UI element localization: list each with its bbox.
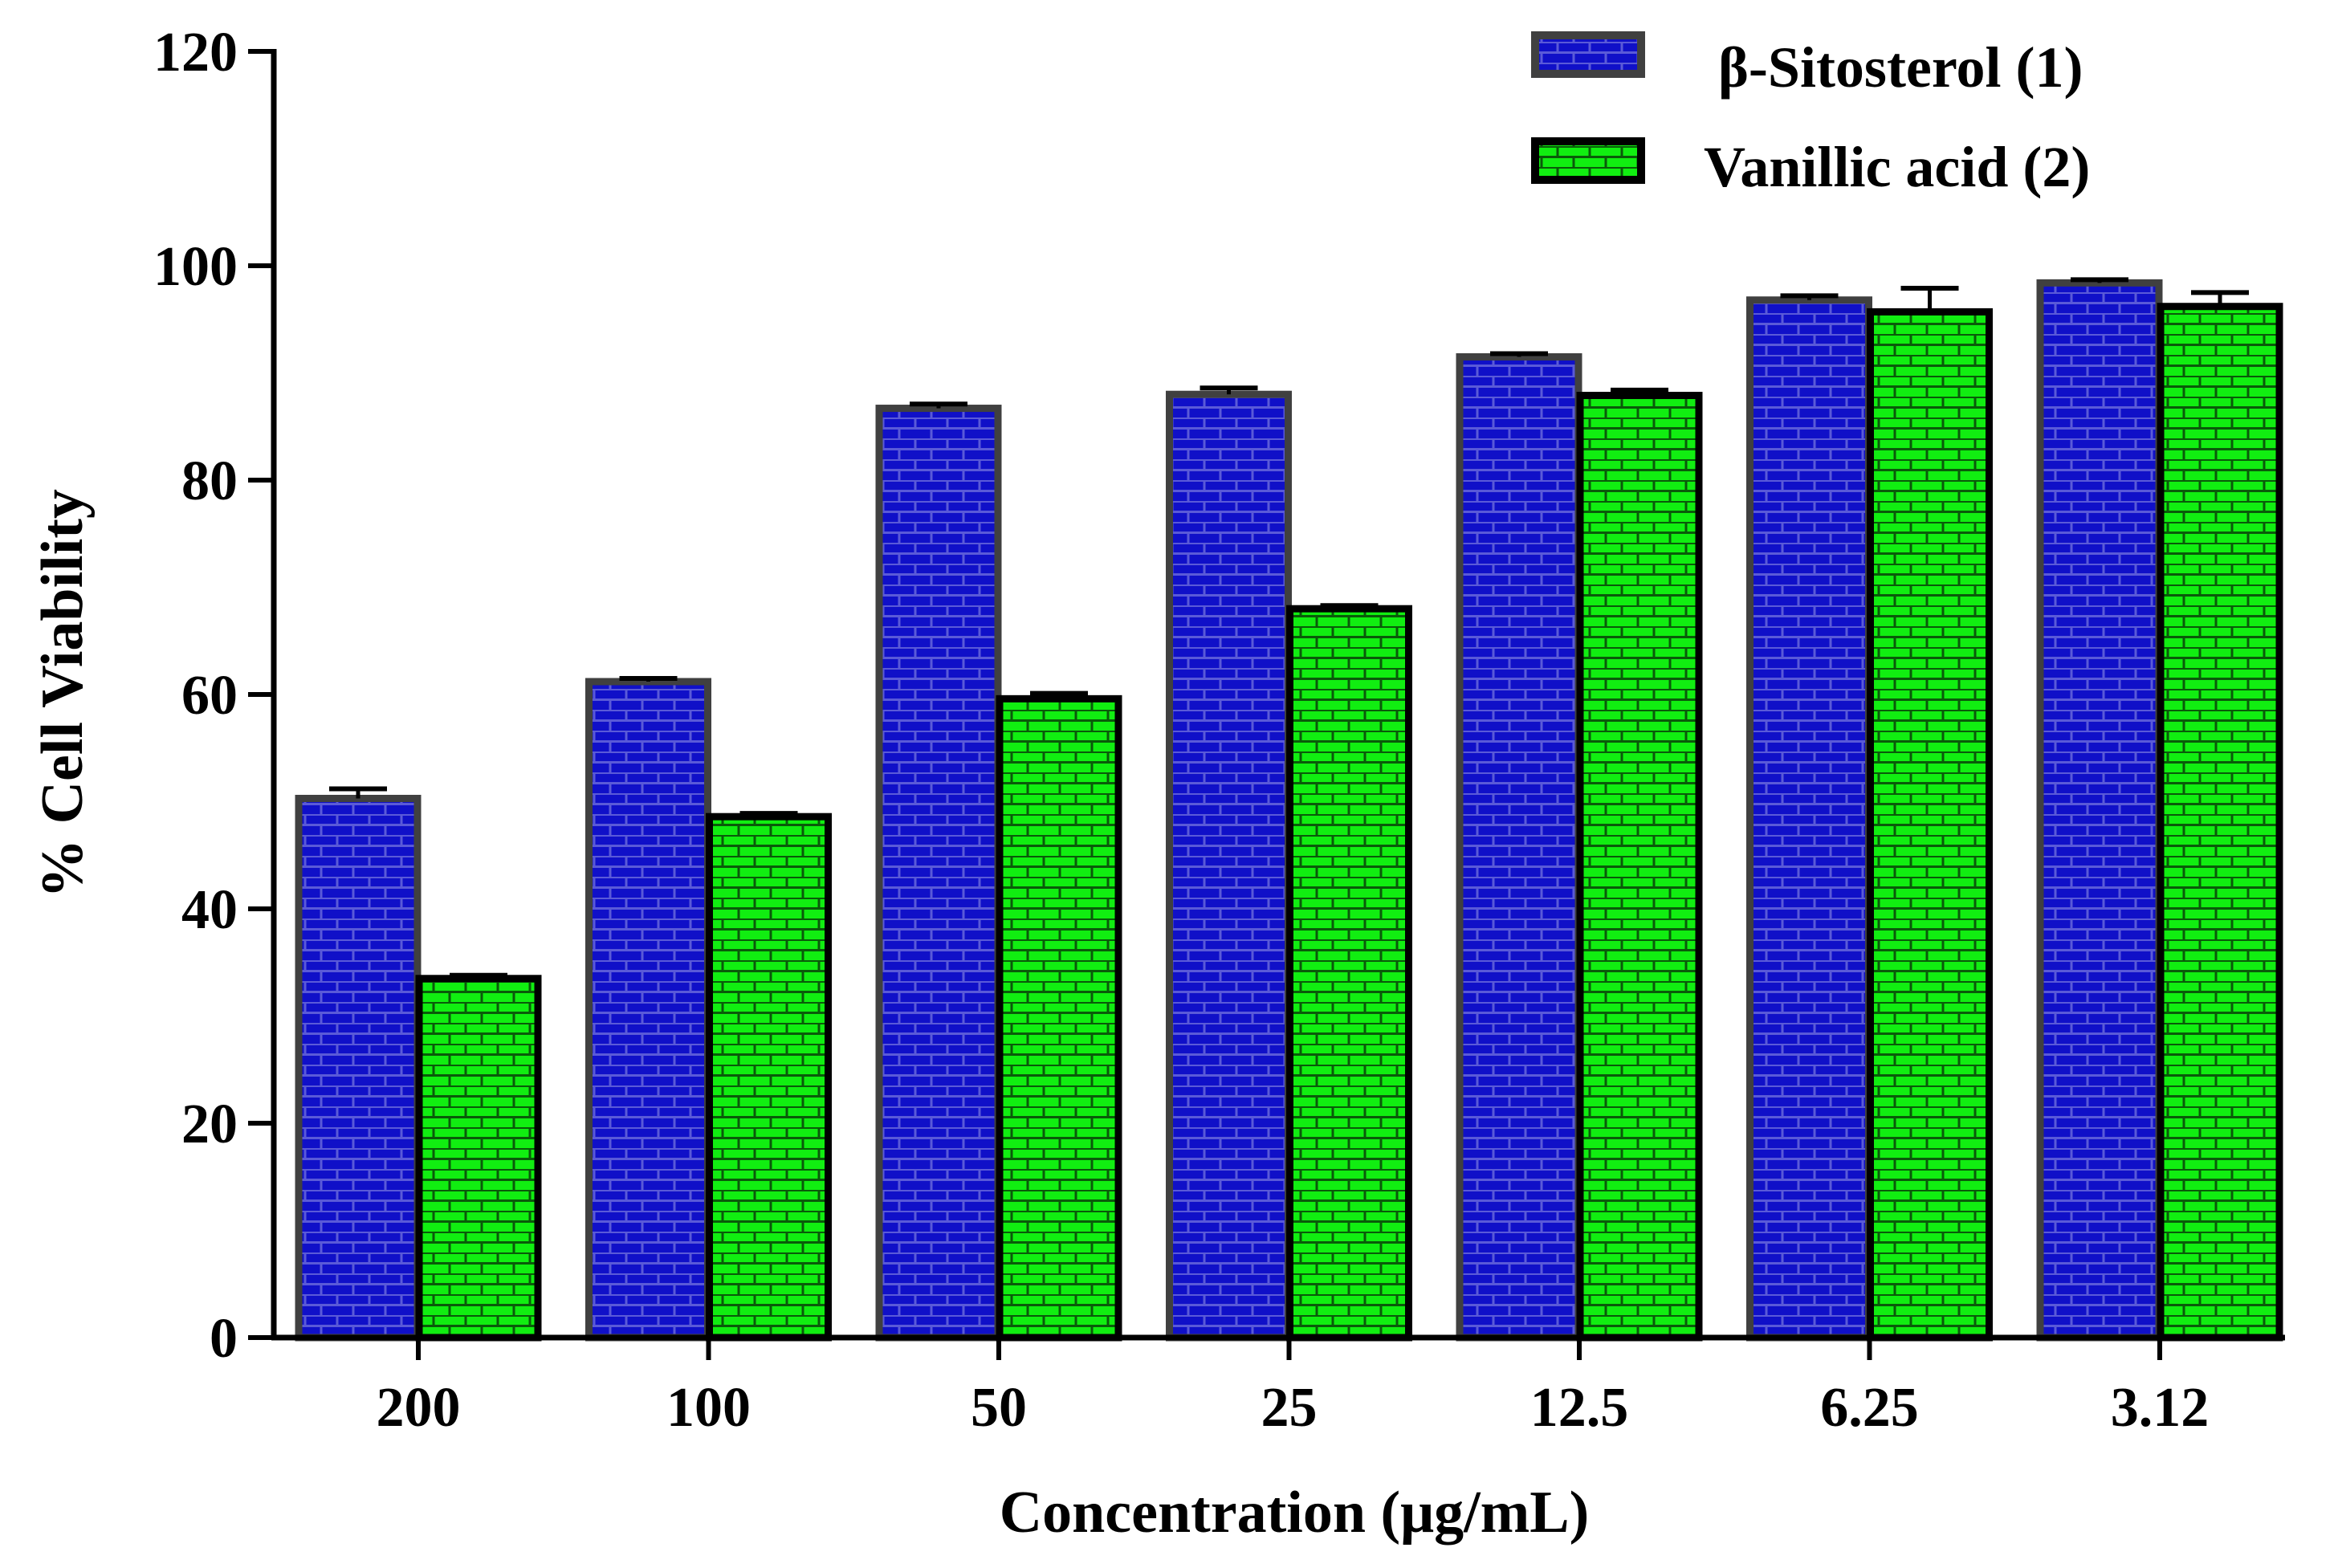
bar-series2-200 <box>415 975 542 1342</box>
bar-series2-50 <box>996 694 1122 1342</box>
x-tick-label: 200 <box>377 1377 461 1439</box>
x-tick-label: 3.12 <box>2111 1377 2210 1439</box>
bar-series1-50 <box>875 405 1002 1342</box>
legend-label-series1: β-Sitosterol (1) <box>1718 35 2083 100</box>
y-ticks-layer: 0 20 40 60 80 100 120 <box>153 22 274 1370</box>
bar-series1-100 <box>585 678 711 1342</box>
bar-series2-100 <box>706 813 832 1342</box>
x-tick-label: 100 <box>666 1377 751 1439</box>
legend-label-series2: Vanillic acid (2) <box>1704 135 2090 199</box>
y-tick-label: 40 <box>181 879 238 941</box>
y-tick-label: 60 <box>181 665 238 727</box>
legend: β-Sitosterol (1) Vanillic acid (2) <box>1531 31 2090 199</box>
bar-series2-25 <box>1286 605 1412 1342</box>
error-bars-layer <box>329 277 2249 979</box>
bar-series2-6_25 <box>1867 307 1993 1342</box>
bar-series2-12_5 <box>1576 392 1703 1342</box>
bar-series1-200 <box>295 794 422 1342</box>
x-tick-label: 50 <box>971 1377 1027 1439</box>
y-tick-label: 20 <box>181 1094 238 1155</box>
y-axis-title: % Cell Viability <box>30 489 96 898</box>
x-tick-label: 6.25 <box>1820 1377 1919 1439</box>
legend-swatch-series1 <box>1531 31 1645 78</box>
y-tick-label: 80 <box>181 450 238 512</box>
y-tick-label: 100 <box>153 236 238 298</box>
bar-series1-12_5 <box>1456 352 1582 1342</box>
x-tick-label: 25 <box>1261 1377 1318 1439</box>
x-tick-label: 12.5 <box>1530 1377 1629 1439</box>
x-axis-title: Concentration (μg/mL) <box>1000 1480 1590 1546</box>
legend-swatch-series2 <box>1531 137 1645 184</box>
y-tick-label: 120 <box>153 22 238 83</box>
y-tick-label: 0 <box>210 1308 238 1370</box>
bar-series2-3_12 <box>2157 303 2283 1342</box>
bar-series1-25 <box>1166 390 1292 1342</box>
bars-layer <box>295 279 2283 1342</box>
bar-series1-6_25 <box>1746 296 1872 1342</box>
x-ticks-layer: 200 100 50 25 12.5 6.25 3.12 <box>377 1338 2210 1439</box>
bar-series1-3_12 <box>2036 279 2163 1342</box>
